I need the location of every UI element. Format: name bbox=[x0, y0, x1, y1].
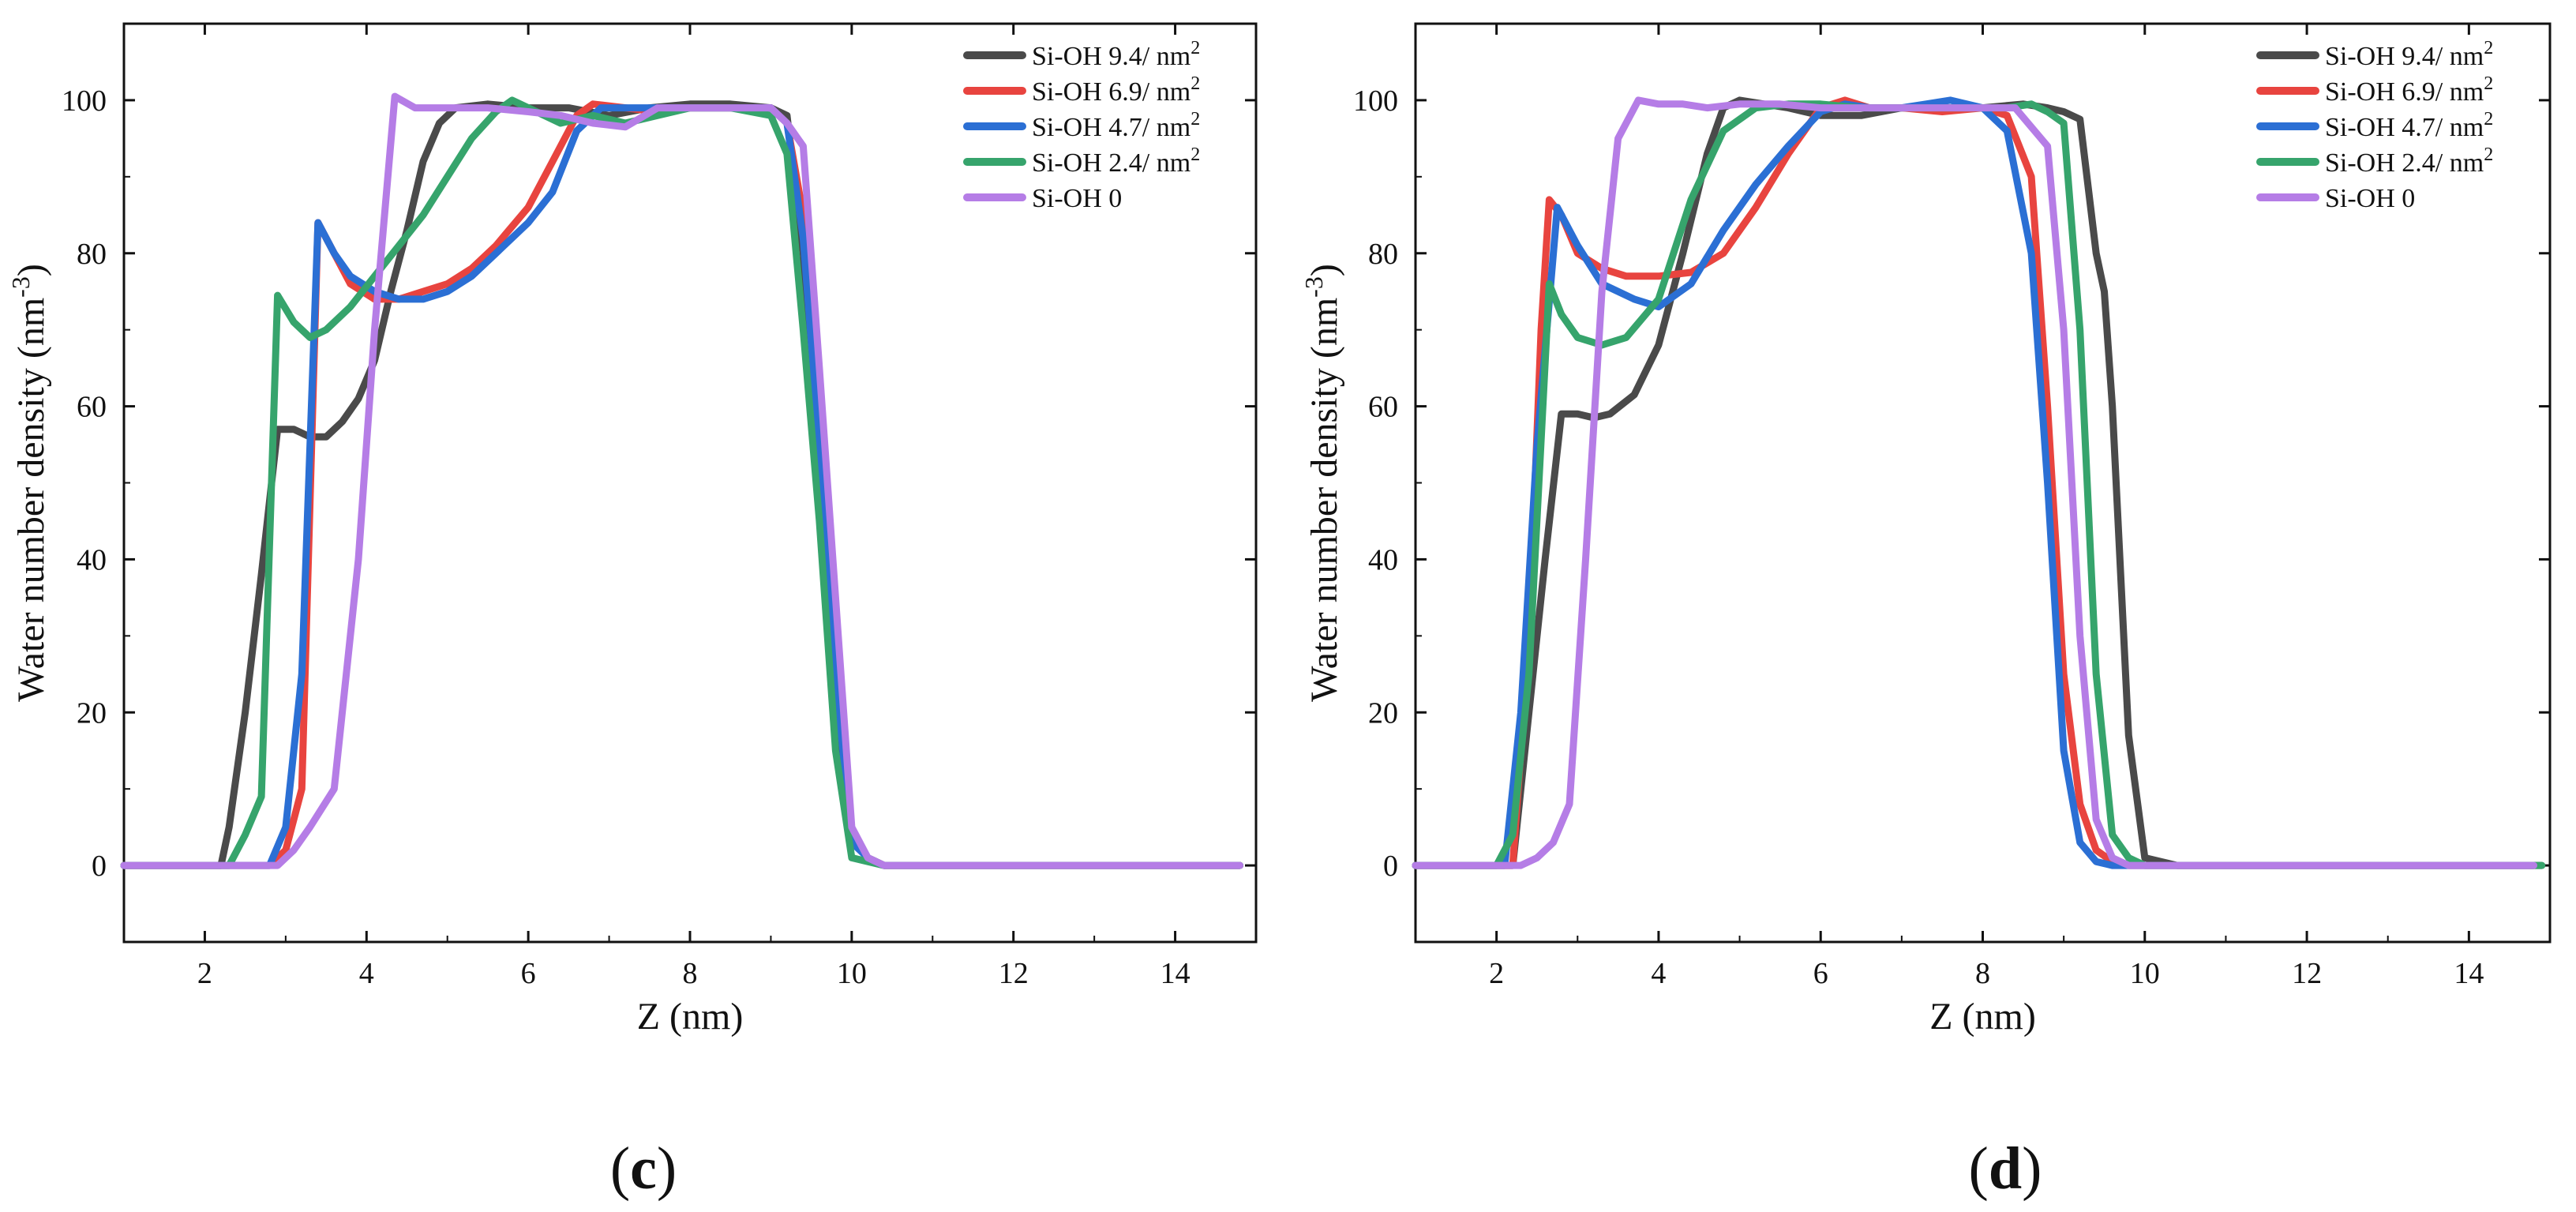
chart-panel-c: 2 4 6 8 10 12 14 0 20 40 60 80 100 Z (nm) Water number… bbox=[6, 22, 1258, 1202]
y-tick-label: 80 bbox=[1368, 238, 1398, 271]
x-tick-label: 8 bbox=[683, 957, 698, 990]
y-tick-label: 20 bbox=[1368, 696, 1398, 730]
legend-entry: Si-OH 2.4/ nm2 bbox=[2325, 144, 2493, 178]
panel-label: (d) bbox=[1969, 1135, 2042, 1202]
x-tick-label: 14 bbox=[1161, 957, 1191, 990]
series-line-2 bbox=[1412, 96, 2537, 869]
y-tick-label: 100 bbox=[1353, 84, 1398, 118]
chart-panel-d: 2 4 6 8 10 12 14 0 20 40 60 80 100 Z (nm) Water number… bbox=[1299, 22, 2552, 1202]
x-tick-label: 8 bbox=[1975, 957, 1990, 990]
y-tick-label: 40 bbox=[77, 543, 107, 576]
legend-entry: Si-OH 6.9/ nm2 bbox=[1032, 73, 1200, 107]
x-tick-label: 10 bbox=[2130, 957, 2160, 990]
legend-entry: Si-OH 9.4/ nm2 bbox=[1032, 38, 1200, 71]
x-tick-label: 2 bbox=[1489, 957, 1504, 990]
y-tick-label: 0 bbox=[92, 850, 107, 883]
legend-entry: Si-OH 4.7/ nm2 bbox=[2325, 109, 2493, 142]
x-axis-title: Z (nm) bbox=[1929, 996, 2036, 1038]
legend-entry: Si-OH 4.7/ nm2 bbox=[1032, 109, 1200, 142]
series-line-4 bbox=[1412, 96, 2537, 869]
series-line-2 bbox=[120, 104, 1243, 869]
series-line-3 bbox=[1412, 100, 2546, 869]
y-tick-label: 40 bbox=[1368, 543, 1398, 576]
series-line-0 bbox=[1412, 96, 2546, 869]
x-tick-label: 6 bbox=[1813, 957, 1828, 990]
x-tick-label: 10 bbox=[837, 957, 867, 990]
y-axis-title: Water number density (nm-3) bbox=[1299, 264, 1345, 702]
x-tick-label: 6 bbox=[521, 957, 536, 990]
legend-entry: Si-OH 6.9/ nm2 bbox=[2325, 73, 2493, 107]
legend-entry: Si-OH 0 bbox=[1032, 184, 1122, 213]
y-tick-label: 0 bbox=[1383, 850, 1398, 883]
series-line-1 bbox=[1412, 96, 2537, 869]
legend-entry: Si-OH 2.4/ nm2 bbox=[1032, 144, 1200, 178]
x-tick-label: 4 bbox=[1651, 957, 1666, 990]
panel-label: (c) bbox=[610, 1135, 677, 1202]
series-line-3 bbox=[120, 96, 1243, 869]
y-tick-label: 60 bbox=[77, 391, 107, 424]
legend-entry: Si-OH 0 bbox=[2325, 184, 2415, 213]
legend-entry: Si-OH 9.4/ nm2 bbox=[2325, 38, 2493, 71]
y-tick-label: 80 bbox=[77, 238, 107, 271]
x-tick-label: 2 bbox=[197, 957, 212, 990]
x-tick-label: 12 bbox=[999, 957, 1029, 990]
y-tick-label: 60 bbox=[1368, 391, 1398, 424]
x-tick-label: 14 bbox=[2454, 957, 2484, 990]
y-tick-label: 100 bbox=[62, 84, 107, 118]
x-tick-label: 4 bbox=[359, 957, 374, 990]
y-tick-label: 20 bbox=[77, 696, 107, 730]
series-line-4 bbox=[120, 92, 1243, 869]
y-axis-title: Water number density (nm-3) bbox=[6, 264, 52, 702]
x-tick-label: 12 bbox=[2292, 957, 2322, 990]
x-axis-title: Z (nm) bbox=[637, 996, 744, 1038]
